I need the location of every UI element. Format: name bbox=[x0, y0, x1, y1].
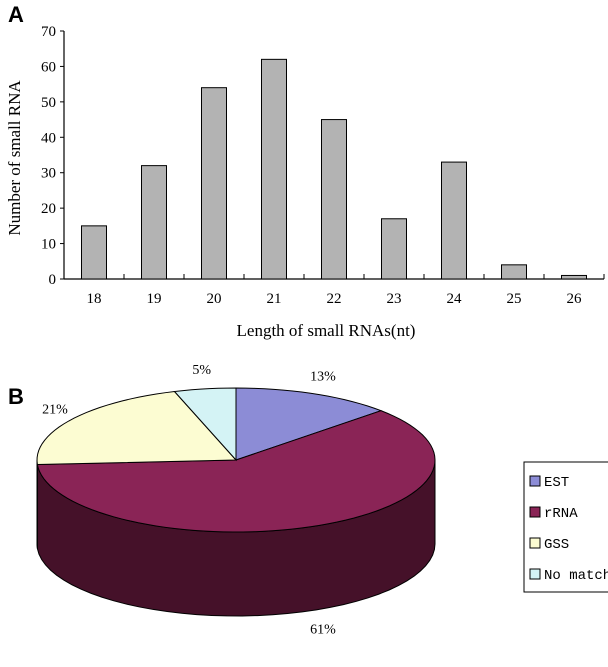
legend-label: EST bbox=[544, 475, 569, 491]
y-tick-label: 30 bbox=[41, 166, 56, 182]
legend-label: rRNA bbox=[544, 506, 578, 522]
bar-18 bbox=[81, 225, 107, 280]
legend-label: GSS bbox=[544, 537, 569, 553]
bar-20 bbox=[201, 87, 227, 280]
x-tick-label: 26 bbox=[567, 291, 583, 307]
pie-slice-rrna bbox=[36, 410, 436, 533]
pie-value-label: 61% bbox=[310, 622, 336, 637]
pie-slice-gss bbox=[36, 390, 238, 466]
y-axis-title: Number of small RNA bbox=[5, 80, 24, 236]
x-tick-label: 25 bbox=[507, 291, 522, 307]
y-tick-label: 60 bbox=[41, 59, 56, 75]
bar-22 bbox=[321, 119, 347, 280]
legend-swatch bbox=[529, 475, 541, 487]
y-tick-label: 10 bbox=[41, 237, 56, 253]
bar-26 bbox=[561, 274, 587, 280]
legend-swatch bbox=[529, 568, 541, 580]
y-tick-label: 40 bbox=[41, 130, 56, 146]
bar-21 bbox=[261, 58, 287, 280]
x-tick-label: 23 bbox=[387, 291, 402, 307]
bar-24 bbox=[441, 161, 467, 280]
pie-chart: 13% 61% 21% 5% bbox=[36, 363, 436, 637]
y-tick-label: 50 bbox=[41, 95, 56, 111]
pie-slice-est bbox=[235, 387, 383, 461]
pie-legend: EST rRNA GSS No match bbox=[523, 461, 608, 593]
panel-a-label: A bbox=[8, 2, 24, 27]
legend-swatch bbox=[529, 506, 541, 518]
x-axis-title: Length of small RNAs(nt) bbox=[237, 321, 416, 340]
bar-19 bbox=[141, 165, 167, 280]
bar-chart: 0 10 20 30 40 50 60 70 18 19 20 21 22 23 24 25 26 Numbe… bbox=[5, 24, 605, 340]
bar-23 bbox=[381, 218, 407, 280]
pie-value-label: 13% bbox=[310, 370, 336, 385]
x-tick-label: 18 bbox=[87, 291, 102, 307]
x-tick-label: 24 bbox=[447, 291, 463, 307]
y-tick-label: 70 bbox=[41, 24, 56, 40]
x-tick-label: 21 bbox=[267, 291, 282, 307]
y-tick-label: 20 bbox=[41, 201, 56, 217]
x-tick-label: 19 bbox=[147, 291, 162, 307]
pie-value-label: 21% bbox=[42, 402, 68, 417]
pie-value-label: 5% bbox=[192, 363, 211, 378]
legend-label: No match bbox=[544, 568, 608, 584]
y-tick-label: 0 bbox=[49, 272, 57, 288]
x-tick-label: 22 bbox=[327, 291, 342, 307]
x-tick-label: 20 bbox=[207, 291, 222, 307]
panel-b-label: B bbox=[8, 384, 24, 409]
legend-swatch bbox=[529, 537, 541, 549]
bar-25 bbox=[501, 264, 527, 280]
pie-slice-no-match bbox=[173, 387, 237, 462]
